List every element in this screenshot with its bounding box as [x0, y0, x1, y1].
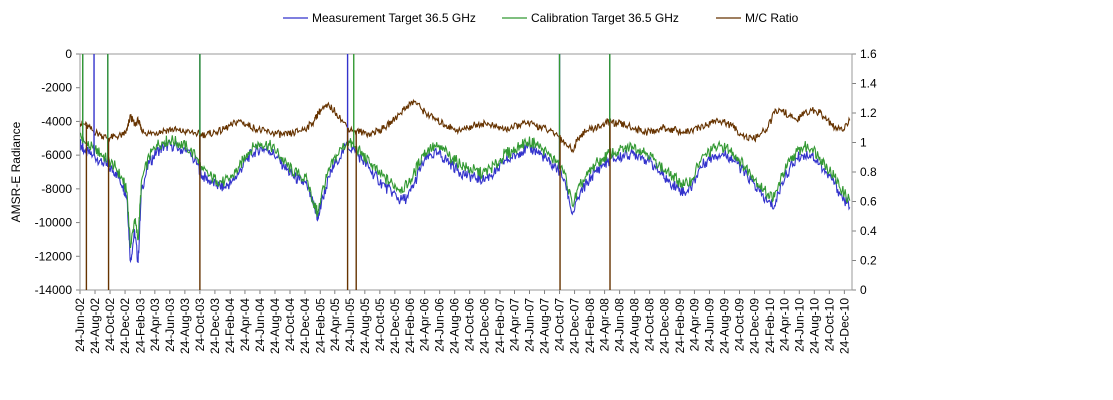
series-line-measurement [80, 139, 851, 264]
x-tick-label: 24-Oct-09 [732, 298, 746, 352]
x-tick-label: 24-Aug-06 [448, 298, 462, 354]
x-tick-label: 24-Aug-09 [717, 298, 731, 354]
left-tick-label: 0 [65, 47, 72, 61]
left-tick-label: -12000 [35, 249, 73, 263]
x-tick-label: 24-Jun-06 [433, 298, 447, 352]
x-tick-label: 24-Dec-04 [298, 298, 312, 354]
x-tick-label: 24-Feb-09 [673, 298, 687, 354]
left-tick-label: -10000 [35, 216, 73, 230]
legend-item-calibration: Calibration Target 36.5 GHz [502, 11, 679, 25]
x-tick-label: 24-Apr-04 [238, 298, 252, 352]
x-tick-label: 24-Jun-04 [253, 298, 267, 352]
x-tick-label: 24-Apr-10 [777, 298, 791, 352]
right-tick-label: 1.6 [860, 47, 877, 61]
x-tick-label: 24-Apr-07 [507, 298, 521, 352]
x-tick-label: 24-Aug-04 [268, 298, 282, 354]
left-tick-label: -14000 [35, 283, 73, 297]
x-tick-label: 24-Aug-05 [358, 298, 372, 354]
x-tick-label: 24-Aug-02 [88, 298, 102, 354]
x-tick-label: 24-Feb-06 [403, 298, 417, 354]
x-tick-label: 24-Dec-05 [388, 298, 402, 354]
x-tick-label: 24-Dec-03 [208, 298, 222, 354]
x-tick-label: 24-Apr-09 [687, 298, 701, 352]
left-tick-label: -8000 [41, 182, 72, 196]
x-tick-label: 24-Feb-07 [493, 298, 507, 354]
legend-item-measurement: Measurement Target 36.5 GHz [283, 11, 476, 25]
x-tick-label: 24-Oct-07 [553, 298, 567, 352]
x-tick-label: 24-Jun-10 [792, 298, 806, 352]
x-tick-label: 24-Oct-02 [103, 298, 117, 352]
right-tick-label: 0.4 [860, 224, 877, 238]
right-tick-label: 1.4 [860, 77, 877, 91]
x-axis: 24-Jun-02 24-Aug-02 24-Oct-02 24-Dec-02 24-F… [73, 290, 851, 354]
plot-frame [79, 53, 853, 291]
left-tick-label: -6000 [41, 148, 72, 162]
x-tick-label: 24-Apr-03 [148, 298, 162, 352]
x-tick-label: 24-Oct-04 [283, 298, 297, 352]
x-tick-label: 24-Oct-10 [822, 298, 836, 352]
right-tick-label: 0.2 [860, 254, 877, 268]
right-tick-label: 1 [860, 136, 867, 150]
x-tick-label: 24-Apr-05 [328, 298, 342, 352]
x-tick-label: 24-Aug-10 [807, 298, 821, 354]
x-tick-label: 24-Dec-08 [658, 298, 672, 354]
x-tick-label: 24-Aug-03 [178, 298, 192, 354]
x-tick-label: 24-Oct-05 [373, 298, 387, 352]
right-y-axis: 0 0.2 0.4 0.6 0.8 1 1.2 1.4 1.6 [852, 47, 877, 297]
x-tick-label: 24-Feb-08 [583, 298, 597, 354]
x-tick-label: 24-Jun-05 [343, 298, 357, 352]
right-tick-label: 0.8 [860, 165, 877, 179]
legend-label-measurement: Measurement Target 36.5 GHz [312, 11, 476, 25]
x-tick-label: 24-Apr-06 [418, 298, 432, 352]
left-tick-label: -2000 [41, 81, 72, 95]
x-tick-label: 24-Dec-09 [748, 298, 762, 354]
x-tick-label: 24-Feb-04 [223, 298, 237, 354]
series-line-calibration [80, 132, 851, 248]
legend: Measurement Target 36.5 GHz Calibration … [283, 11, 799, 25]
legend-label-calibration: Calibration Target 36.5 GHz [531, 11, 679, 25]
x-tick-label: 24-Jun-08 [613, 298, 627, 352]
right-tick-label: 0 [860, 283, 867, 297]
y-axis-title: AMSR-E Radiance [9, 121, 23, 222]
x-tick-label: 24-Feb-05 [313, 298, 327, 354]
x-tick-label: 24-Feb-10 [763, 298, 777, 354]
legend-label-ratio: M/C Ratio [745, 11, 799, 25]
x-tick-label: 24-Apr-08 [598, 298, 612, 352]
x-tick-label: 24-Jun-03 [163, 298, 177, 352]
x-tick-label: 24-Oct-08 [643, 298, 657, 352]
x-tick-label: 24-Aug-07 [538, 298, 552, 354]
x-tick-label: 24-Dec-02 [118, 298, 132, 354]
series-line-ratio [80, 98, 851, 154]
x-tick-label: 24-Dec-07 [568, 298, 582, 354]
x-tick-label: 24-Aug-08 [628, 298, 642, 354]
left-tick-label: -4000 [41, 114, 72, 128]
series-group [80, 54, 851, 290]
right-tick-label: 0.6 [860, 195, 877, 209]
x-tick-label: 24-Dec-10 [837, 298, 851, 354]
x-tick-label: 24-Jun-02 [73, 298, 87, 352]
left-y-axis: 0 -2000 -4000 -6000 -8000 -10000 -12000 -14000 [35, 47, 80, 297]
x-tick-label: 24-Oct-03 [193, 298, 207, 352]
x-tick-label: 24-Jun-07 [523, 298, 537, 352]
plot-area [79, 53, 853, 291]
right-tick-label: 1.2 [860, 106, 877, 120]
x-tick-label: 24-Dec-06 [478, 298, 492, 354]
x-tick-label: 24-Jun-09 [702, 298, 716, 352]
legend-item-ratio: M/C Ratio [716, 11, 799, 25]
x-tick-label: 24-Feb-03 [133, 298, 147, 354]
x-tick-label: 24-Oct-06 [463, 298, 477, 352]
